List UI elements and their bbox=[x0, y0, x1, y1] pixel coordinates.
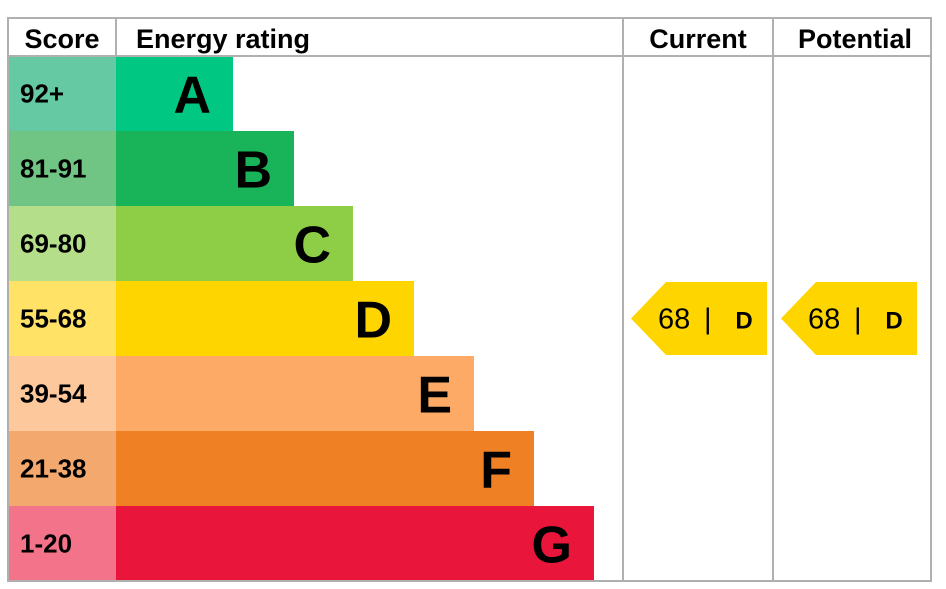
score-range-g: 1-20 bbox=[20, 529, 72, 559]
band-bar-g bbox=[116, 506, 594, 581]
potential-rating-arrow bbox=[781, 282, 917, 355]
band-letter-f: F bbox=[480, 442, 512, 500]
band-letter-a: A bbox=[173, 67, 211, 125]
score-range-c: 69-80 bbox=[20, 229, 87, 259]
band-letter-g: G bbox=[532, 517, 572, 575]
score-cell-a bbox=[8, 56, 116, 131]
band-letter-c: C bbox=[293, 217, 331, 275]
band-bar-a bbox=[116, 56, 233, 131]
score-cell-c bbox=[8, 206, 116, 281]
score-range-e: 39-54 bbox=[20, 379, 87, 409]
rating-bands: 92+ A 81-91 B 69-80 C 55-68 D 39-54 E 21-38 F 1-20 G bbox=[8, 56, 594, 581]
potential-rating-separator: | bbox=[854, 304, 862, 336]
current-rating-value: 68 bbox=[658, 304, 690, 336]
current-rating-letter: D bbox=[735, 308, 752, 335]
potential-rating-letter: D bbox=[885, 308, 902, 335]
score-range-d: 55-68 bbox=[20, 304, 87, 334]
band-bar-e bbox=[116, 356, 474, 431]
score-cell-g bbox=[8, 506, 116, 581]
score-range-a: 92+ bbox=[20, 79, 64, 109]
table-grid bbox=[7, 17, 932, 582]
score-cell-f bbox=[8, 431, 116, 506]
rating-pointers: 68 | D 68 | D bbox=[631, 282, 917, 355]
score-cell-e bbox=[8, 356, 116, 431]
score-cell-b bbox=[8, 131, 116, 206]
current-rating-separator: | bbox=[704, 304, 712, 336]
score-range-f: 21-38 bbox=[20, 454, 87, 484]
band-bar-f bbox=[116, 431, 534, 506]
score-header: Score bbox=[24, 24, 99, 54]
band-letter-d: D bbox=[354, 292, 392, 350]
potential-rating-value: 68 bbox=[808, 304, 840, 336]
band-letter-b: B bbox=[234, 142, 272, 200]
band-bar-d bbox=[116, 281, 414, 356]
band-bar-c bbox=[116, 206, 353, 281]
score-cell-d bbox=[8, 281, 116, 356]
current-rating-arrow bbox=[631, 282, 767, 355]
potential-header: Potential bbox=[798, 24, 912, 54]
score-range-b: 81-91 bbox=[20, 154, 87, 184]
current-header: Current bbox=[649, 24, 747, 54]
band-letter-e: E bbox=[417, 367, 452, 425]
energy-rating-header: Energy rating bbox=[136, 24, 310, 54]
band-bar-b bbox=[116, 131, 294, 206]
